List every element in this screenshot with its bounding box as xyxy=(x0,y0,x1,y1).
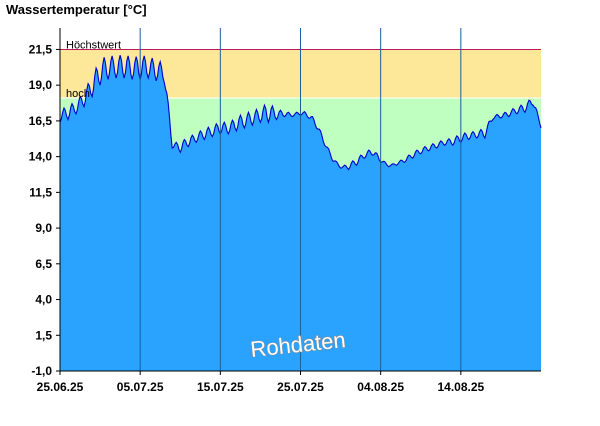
y-tick-label: 11,5 xyxy=(29,185,52,199)
y-tick-label: -1,0 xyxy=(31,364,52,378)
band-label-1: hoch xyxy=(66,88,90,100)
y-tick-label: 4,0 xyxy=(35,293,52,307)
y-tick-label: 1,5 xyxy=(35,328,52,342)
x-tick-label: 04.08.25 xyxy=(357,380,404,394)
y-axis-title: Wassertemperatur [°C] xyxy=(6,2,147,17)
y-tick-label: 16,5 xyxy=(29,114,53,128)
y-tick-label: 14,0 xyxy=(29,150,53,164)
band-label-0: Höchstwert xyxy=(66,39,121,51)
x-ticks: 25.06.25 05.07.25 15.07.25 25.07.25 04.08.25… xyxy=(37,371,485,394)
y-ticks: -1,0 1,5 4,0 6,5 9,0 11,5 14,0 16,5 19,0 21,5 xyxy=(29,42,60,378)
y-tick-label: 19,0 xyxy=(29,78,53,92)
y-tick-label: 6,5 xyxy=(35,257,52,271)
x-tick-label: 14.08.25 xyxy=(437,380,484,394)
band-labels: Höchstwert hoch xyxy=(66,39,121,100)
y-tick-label: 9,0 xyxy=(35,221,52,235)
x-tick-label: 05.07.25 xyxy=(117,380,164,394)
x-tick-label: 15.07.25 xyxy=(197,380,244,394)
x-tick-label: 25.07.25 xyxy=(277,380,324,394)
y-tick-label: 21,5 xyxy=(29,42,53,56)
x-tick-label: 25.06.25 xyxy=(37,380,84,394)
vertical-gridlines xyxy=(139,28,462,371)
